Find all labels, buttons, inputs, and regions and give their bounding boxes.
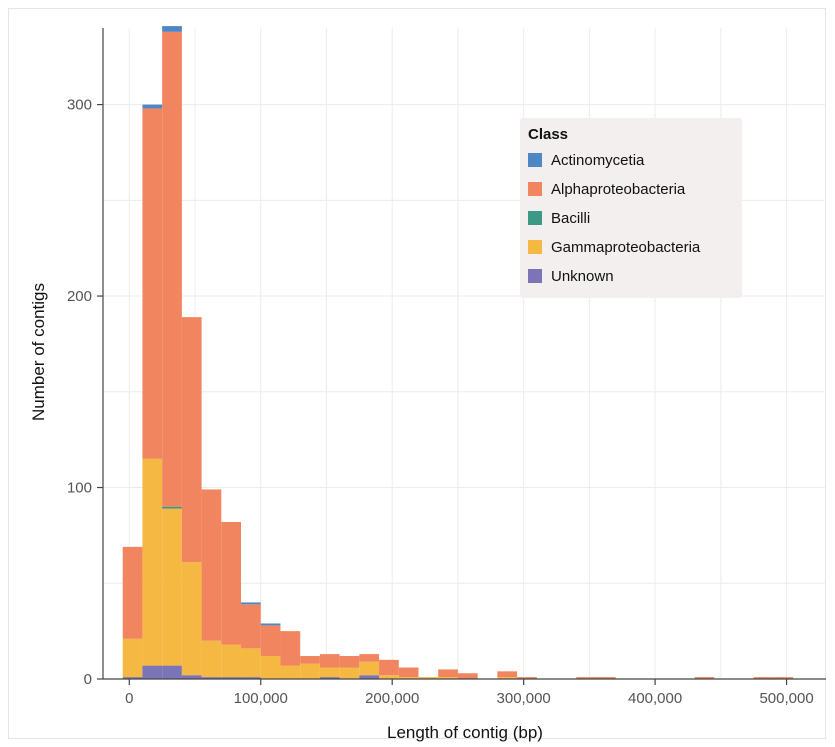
legend: Class Actinomycetia Alphaproteobacteria Ba… bbox=[520, 118, 742, 298]
bar-segment-unknown bbox=[122, 677, 143, 679]
bar-segment-unknown bbox=[319, 677, 340, 679]
bar-segment-unknown bbox=[142, 665, 163, 679]
y-tick-label: 300 bbox=[67, 97, 92, 114]
bars-layer bbox=[122, 26, 794, 679]
ticks-layer: 0 100,000 200,000 300,000 400,000 500,000 0 100… bbox=[67, 97, 814, 707]
x-tick-label: 100,000 bbox=[234, 690, 288, 707]
bar-segment-alphaproteobacteria bbox=[694, 677, 715, 679]
legend-label: Alphaproteobacteria bbox=[551, 181, 686, 198]
bar-segment-gammaproteobacteria bbox=[162, 508, 182, 666]
legend-swatch bbox=[528, 211, 542, 225]
bar-segment-actinomycetia bbox=[241, 602, 261, 605]
bar-segment-alphaproteobacteria bbox=[241, 604, 261, 649]
bar-segment-gammaproteobacteria bbox=[339, 667, 360, 679]
legend-label: Unknown bbox=[551, 268, 614, 285]
legend-swatch bbox=[528, 269, 542, 283]
x-tick-label: 0 bbox=[125, 690, 133, 707]
bar-segment-alphaproteobacteria bbox=[221, 521, 242, 645]
bar-segment-alphaproteobacteria bbox=[201, 489, 222, 641]
bar-segment-alphaproteobacteria bbox=[773, 677, 794, 679]
y-tick-label: 200 bbox=[67, 288, 92, 305]
bar-segment-gammaproteobacteria bbox=[418, 677, 439, 679]
bar-segment-alphaproteobacteria bbox=[319, 654, 340, 668]
x-tick-label: 300,000 bbox=[497, 690, 551, 707]
bar-segment-alphaproteobacteria bbox=[339, 656, 360, 668]
bar-segment-gammaproteobacteria bbox=[359, 661, 380, 676]
bar-segment-actinomycetia bbox=[162, 26, 182, 32]
bar-segment-gammaproteobacteria bbox=[319, 667, 340, 678]
bar-segment-actinomycetia bbox=[260, 623, 281, 626]
bar-segment-unknown bbox=[221, 677, 242, 679]
bar-segment-gammaproteobacteria bbox=[280, 665, 301, 679]
bar-segment-gammaproteobacteria bbox=[300, 663, 320, 679]
bar-segment-gammaproteobacteria bbox=[221, 644, 242, 678]
y-axis-title: Number of contigs bbox=[29, 283, 48, 421]
bar-segment-gammaproteobacteria bbox=[438, 677, 458, 679]
legend-label: Gammaproteobacteria bbox=[551, 239, 701, 256]
bar-segment-actinomycetia bbox=[142, 104, 163, 109]
legend-label: Bacilli bbox=[551, 210, 590, 227]
bar-segment-bacilli bbox=[162, 506, 182, 509]
bar-segment-gammaproteobacteria bbox=[142, 458, 163, 666]
y-tick-label: 100 bbox=[67, 480, 92, 497]
bar-segment-alphaproteobacteria bbox=[181, 317, 202, 563]
bar-segment-alphaproteobacteria bbox=[595, 677, 616, 679]
x-tick-label: 200,000 bbox=[365, 690, 419, 707]
bar-segment-gammaproteobacteria bbox=[181, 562, 202, 676]
bar-segment-alphaproteobacteria bbox=[359, 654, 380, 662]
bar-segment-alphaproteobacteria bbox=[438, 669, 458, 678]
x-tick-label: 500,000 bbox=[759, 690, 813, 707]
x-tick-label: 400,000 bbox=[628, 690, 682, 707]
bar-segment-alphaproteobacteria bbox=[122, 546, 143, 639]
bar-segment-gammaproteobacteria bbox=[497, 677, 518, 679]
y-tick-label: 0 bbox=[84, 671, 92, 688]
bar-segment-unknown bbox=[241, 677, 261, 679]
axes-layer bbox=[102, 28, 826, 680]
bar-segment-unknown bbox=[201, 677, 222, 679]
bar-segment-gammaproteobacteria bbox=[379, 675, 399, 679]
bar-segment-unknown bbox=[162, 665, 182, 679]
legend-swatch bbox=[528, 153, 542, 167]
bar-segment-alphaproteobacteria bbox=[457, 673, 478, 679]
bar-segment-alphaproteobacteria bbox=[517, 677, 537, 679]
bar-segment-alphaproteobacteria bbox=[379, 659, 399, 676]
bar-segment-gammaproteobacteria bbox=[398, 677, 419, 679]
bar-segment-alphaproteobacteria bbox=[142, 108, 163, 459]
bar-segment-gammaproteobacteria bbox=[201, 640, 222, 678]
bar-segment-alphaproteobacteria bbox=[398, 667, 419, 678]
legend-background bbox=[520, 118, 742, 298]
bar-segment-alphaproteobacteria bbox=[260, 625, 281, 657]
legend-swatch bbox=[528, 182, 542, 196]
bar-segment-alphaproteobacteria bbox=[497, 671, 518, 678]
legend-label: Actinomycetia bbox=[551, 152, 645, 169]
bar-segment-gammaproteobacteria bbox=[241, 648, 261, 678]
bar-segment-alphaproteobacteria bbox=[576, 677, 596, 679]
legend-title: Class bbox=[528, 126, 568, 143]
bar-segment-alphaproteobacteria bbox=[280, 631, 301, 666]
bar-segment-alphaproteobacteria bbox=[753, 677, 774, 679]
bar-segment-gammaproteobacteria bbox=[260, 656, 281, 679]
bar-segment-gammaproteobacteria bbox=[122, 638, 143, 678]
bar-segment-unknown bbox=[359, 675, 380, 679]
x-axis-title: Length of contig (bp) bbox=[387, 723, 543, 742]
legend-swatch bbox=[528, 240, 542, 254]
bar-segment-alphaproteobacteria bbox=[300, 656, 320, 664]
bar-segment-alphaproteobacteria bbox=[162, 31, 182, 507]
bar-segment-unknown bbox=[181, 675, 202, 679]
